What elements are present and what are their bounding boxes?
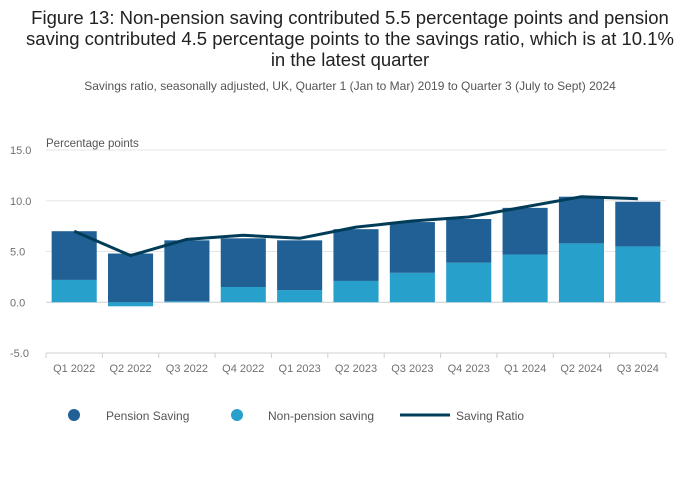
bar-pension[interactable] [446, 219, 492, 263]
bar-pension[interactable] [277, 240, 323, 291]
x-tick-label: Q4 2022 [222, 363, 264, 375]
saving-ratio-line-group[interactable] [73, 195, 638, 258]
bar-non-pension[interactable] [164, 301, 210, 303]
saving-ratio-line[interactable] [73, 195, 638, 258]
y-tick-label: 15.0 [10, 145, 31, 157]
bar-pension[interactable] [615, 201, 661, 247]
bars[interactable] [51, 196, 661, 307]
chart-subtitle: Savings ratio, seasonally adjusted, UK, … [84, 79, 616, 93]
x-tick-label: Q1 2023 [279, 363, 321, 375]
chart-title: Figure 13: Non-pension saving contribute… [26, 7, 674, 70]
bar-non-pension[interactable] [446, 262, 492, 303]
x-tick-label: Q2 2022 [109, 363, 151, 375]
bar-non-pension[interactable] [558, 243, 604, 303]
bar-non-pension[interactable] [389, 272, 435, 303]
bar-pension[interactable] [502, 207, 548, 255]
bar-pension[interactable] [389, 222, 435, 273]
x-tick-label: Q4 2023 [448, 363, 490, 375]
bar-pension[interactable] [164, 240, 210, 302]
x-tick-label: Q2 2023 [335, 363, 377, 375]
x-tick-label: Q1 2024 [504, 363, 546, 375]
y-tick-label: -5.0 [10, 348, 29, 360]
bar-pension[interactable] [333, 229, 379, 281]
y-axis: 15.0 10.0 5.0 0.0 -5.0 [10, 145, 31, 360]
x-tick-label: Q1 2022 [53, 363, 95, 375]
y-tick-label: 10.0 [10, 196, 31, 208]
legend-item-pension[interactable]: Pension Saving [68, 409, 189, 423]
bar-non-pension[interactable] [277, 290, 323, 303]
x-tick-label: Q2 2024 [560, 363, 602, 375]
legend-item-non-pension[interactable]: Non-pension saving [231, 409, 374, 423]
bar-pension[interactable] [108, 253, 154, 303]
bar-non-pension[interactable] [220, 287, 266, 303]
x-tick-label: Q3 2023 [391, 363, 433, 375]
legend-marker-non-pension [231, 409, 243, 421]
bar-non-pension[interactable] [333, 280, 379, 303]
legend-label-non-pension: Non-pension saving [268, 409, 374, 423]
bar-non-pension[interactable] [108, 302, 154, 307]
bar-non-pension[interactable] [51, 279, 97, 303]
y-tick-label: 5.0 [10, 247, 25, 259]
bar-non-pension[interactable] [615, 246, 661, 303]
bar-pension[interactable] [558, 196, 604, 244]
legend-label-saving-ratio: Saving Ratio [456, 409, 524, 423]
legend-item-saving-ratio[interactable]: Saving Ratio [400, 409, 524, 423]
y-tick-label: 0.0 [10, 297, 25, 309]
y-axis-unit-label: Percentage points [46, 138, 139, 150]
legend-marker-pension [68, 409, 80, 421]
x-tick-label: Q3 2022 [166, 363, 208, 375]
bar-non-pension[interactable] [502, 254, 548, 303]
x-tick-label: Q3 2024 [617, 363, 659, 375]
legend-label-pension: Pension Saving [106, 409, 189, 423]
legend[interactable]: Pension Saving Non-pension saving Saving… [68, 409, 524, 423]
x-axis: Q1 2022 Q2 2022 Q3 2022 Q4 2022 Q1 2023 Q2 20… [45, 352, 667, 375]
bar-pension[interactable] [220, 238, 266, 288]
